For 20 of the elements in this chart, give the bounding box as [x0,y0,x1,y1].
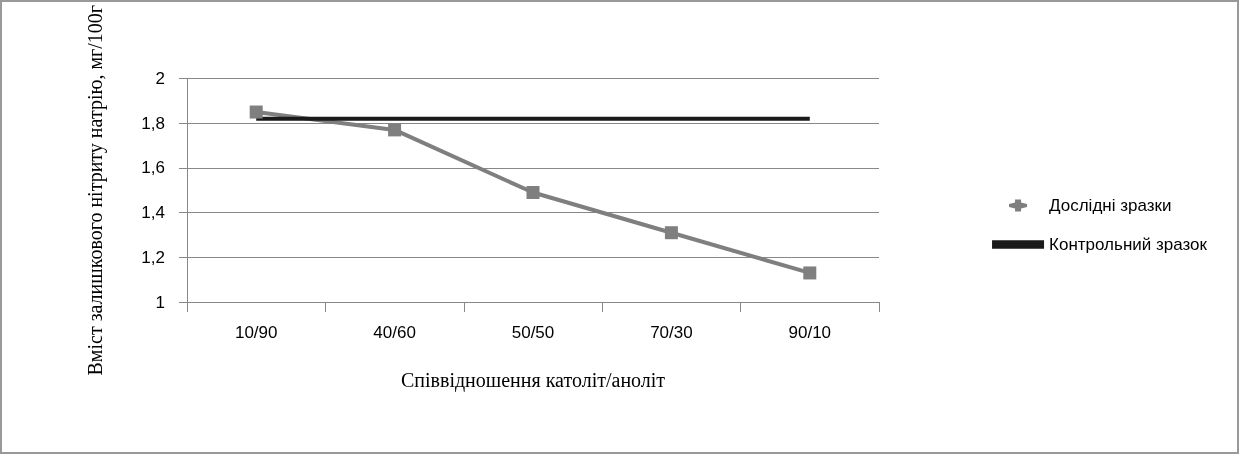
y-tick-label: 1,2 [141,247,165,267]
x-tick-label: 90/10 [788,323,832,342]
x-axis-title: Співвідношення католіт/аноліт [400,369,666,392]
point [664,226,678,240]
point [526,185,540,199]
y-tick-label: 1,6 [141,158,165,178]
x-tick-label: 40/60 [373,323,416,342]
point [803,266,817,280]
legend-label: Контрольний зразок [1049,235,1208,254]
y-tick-label: 2 [155,69,165,89]
x-tick-label: 50/50 [511,323,555,342]
y-tick-label: 1,8 [141,113,165,133]
x-tick-label: 10/90 [234,323,278,342]
y-tick-label: 1,4 [141,203,165,223]
y-axis-title: Вміст залишкового нітриту натрію, мг/100г [84,5,107,376]
y-tick-label: 1 [155,292,165,312]
x-tick-label: 70/30 [650,323,693,342]
point [388,123,402,137]
point [249,105,263,119]
legend-label: Дослідні зразки [1049,196,1172,215]
